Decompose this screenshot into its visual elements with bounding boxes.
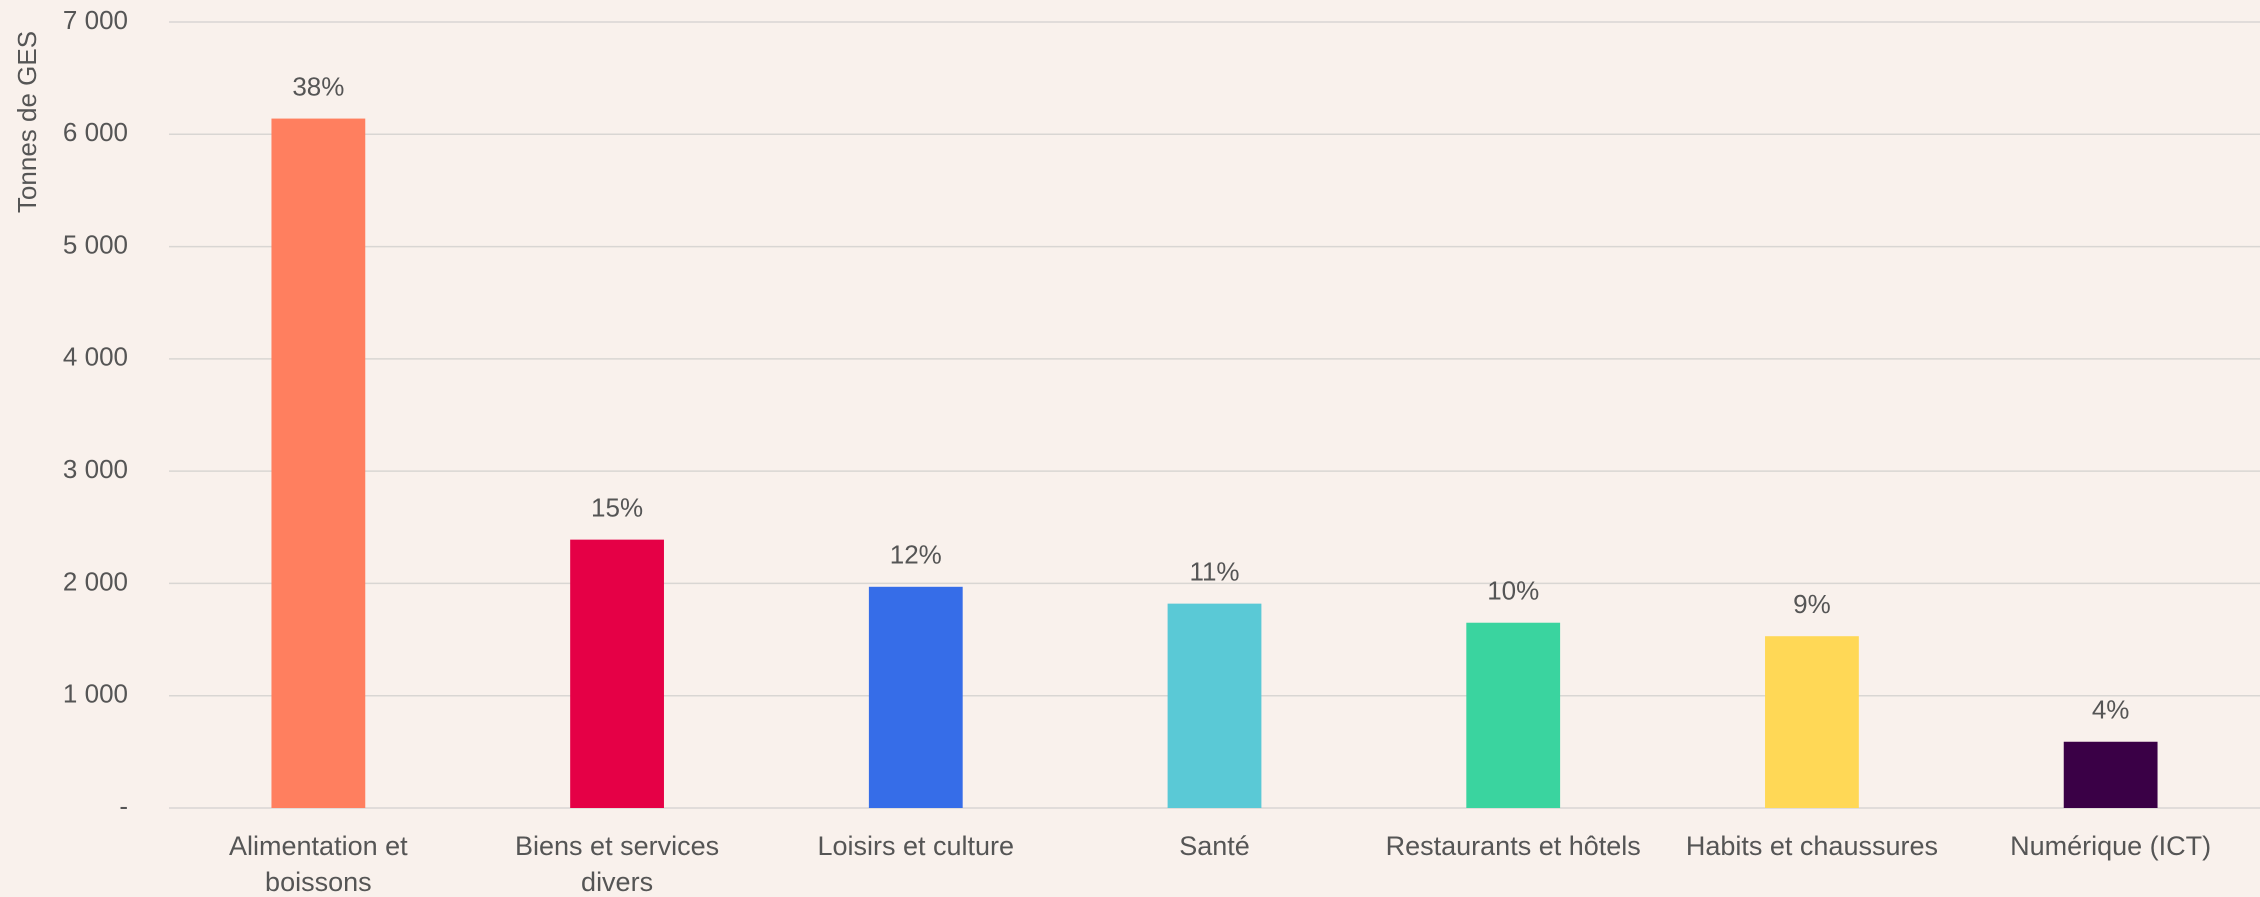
bar <box>1765 636 1859 808</box>
value-label: 11% <box>1189 557 1239 587</box>
bar <box>271 118 366 808</box>
bar <box>2063 741 2158 808</box>
x-tick-label: Santé <box>1179 831 1250 861</box>
x-tick-label: Alimentation et boissons <box>229 831 408 897</box>
bar <box>1167 603 1262 808</box>
x-tick-label: Numérique (ICT) <box>2010 831 2212 861</box>
value-label: 9% <box>1793 589 1831 619</box>
value-label: 38% <box>292 71 344 101</box>
y-axis-title: Tonnes de GES <box>12 31 42 213</box>
bar <box>1466 622 1561 808</box>
y-tick-label: 1 000 <box>63 679 128 709</box>
bar <box>570 539 664 808</box>
value-label: 12% <box>890 540 942 570</box>
bar <box>868 586 963 808</box>
y-tick-label: - <box>119 791 128 821</box>
value-label: 10% <box>1487 576 1539 606</box>
x-tick-label: Biens et services divers <box>515 831 720 897</box>
y-tick-label: 5 000 <box>63 229 128 259</box>
x-tick-label: Habits et chaussures <box>1685 831 1938 861</box>
y-tick-label: 2 000 <box>63 566 128 596</box>
value-label: 4% <box>2092 695 2130 725</box>
y-tick-label: 4 000 <box>63 342 128 372</box>
x-tick-label: Restaurants et hôtels <box>1385 831 1641 861</box>
y-tick-label: 6 000 <box>63 117 128 147</box>
value-label: 15% <box>591 493 643 523</box>
y-tick-label: 7 000 <box>63 5 128 35</box>
x-tick-label: Loisirs et culture <box>817 831 1015 861</box>
y-tick-label: 3 000 <box>63 454 128 484</box>
